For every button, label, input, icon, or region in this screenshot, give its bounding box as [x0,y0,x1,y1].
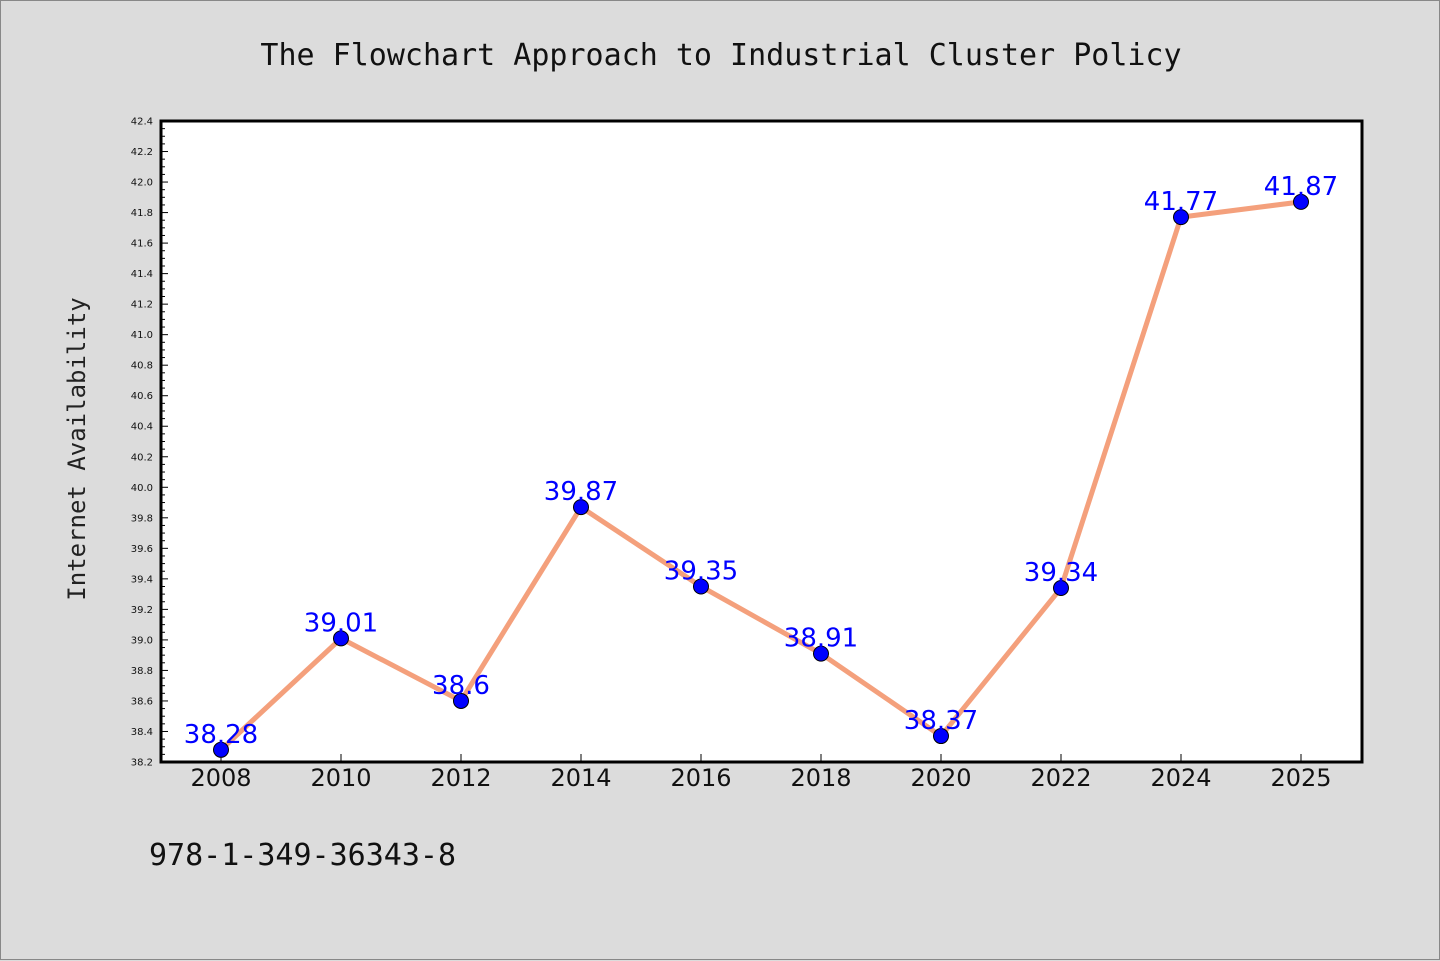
y-tick-label: 39.2 [131,605,153,616]
series-line [218,199,1304,753]
data-point-marker [453,692,469,709]
data-point-marker [1173,209,1189,226]
data-point-marker [1293,193,1309,210]
data-label: 41.87 [1264,172,1338,202]
data-point-marker [213,741,229,758]
y-tick-label: 40.0 [131,483,153,494]
data-label: 38.37 [904,706,978,736]
y-tick-label: 38.6 [131,696,153,707]
footer-isbn: 978-1-349-36343-8 [149,838,456,873]
x-tick-label: 2010 [310,764,371,792]
x-tick-label: 2012 [430,764,491,792]
y-axis-label: Internet Availability [63,297,91,600]
y-tick-label: 42.0 [131,178,153,189]
y-tick-label: 38.2 [131,758,153,769]
y-tick-label: 41.8 [131,208,153,219]
y-tick-label: 38.8 [131,666,153,677]
data-point-marker [573,499,589,516]
y-tick-label: 40.4 [131,422,153,433]
data-label: 39.35 [664,556,738,586]
y-tick-label: 39.8 [131,513,153,524]
x-tick-label: 2016 [670,764,731,792]
data-label: 38.91 [784,624,858,654]
data-label: 38.28 [184,720,258,750]
x-tick-label: 2014 [550,764,611,792]
data-label: 39.87 [544,477,618,507]
x-tick-label: 2022 [1030,764,1091,792]
x-tick-label: 2024 [1150,764,1211,792]
data-point-marker [333,630,349,647]
y-tick-label: 42.2 [131,147,153,158]
plot-area [159,119,1364,764]
data-point-marker [693,578,709,595]
y-tick-label: 38.4 [131,727,153,738]
y-tick-label: 40.8 [131,361,153,372]
y-tick-label: 41.2 [131,300,153,311]
x-tick-label: 2020 [910,764,971,792]
series-internet-availability: 38.28 39.01 38.6 39.87 39.35 38.91 38.37 39.34 4… [184,172,1338,758]
data-label: 41.77 [1144,187,1218,217]
y-tick-label: 41.0 [131,330,153,341]
data-point-marker [1053,580,1069,597]
data-label: 39.01 [304,608,378,638]
data-label: 39.34 [1024,558,1098,588]
y-tick-label: 39.0 [131,635,153,646]
x-axis: 2008 2010 2012 2014 2016 2018 2020 2022 2024 2025 [190,754,1332,792]
x-tick-label: 2008 [190,764,251,792]
y-tick-label: 41.4 [131,269,153,280]
x-tick-label: 2018 [790,764,851,792]
y-tick-label: 39.4 [131,574,153,585]
data-point-marker [813,645,829,662]
y-tick-label: 42.4 [131,117,153,128]
x-tick-label: 2025 [1270,764,1331,792]
data-label: 38.6 [432,671,490,701]
y-tick-label: 40.6 [131,391,153,402]
y-axis: 38.2 38.4 38.6 38.8 39.0 39.2 39.4 39.6 39.8 40.0… [131,117,168,769]
data-point-marker [933,728,949,745]
y-tick-label: 41.6 [131,239,153,250]
y-tick-label: 40.2 [131,452,153,463]
chart-title: The Flowchart Approach to Industrial Clu… [260,38,1181,73]
y-tick-label: 39.6 [131,544,153,555]
